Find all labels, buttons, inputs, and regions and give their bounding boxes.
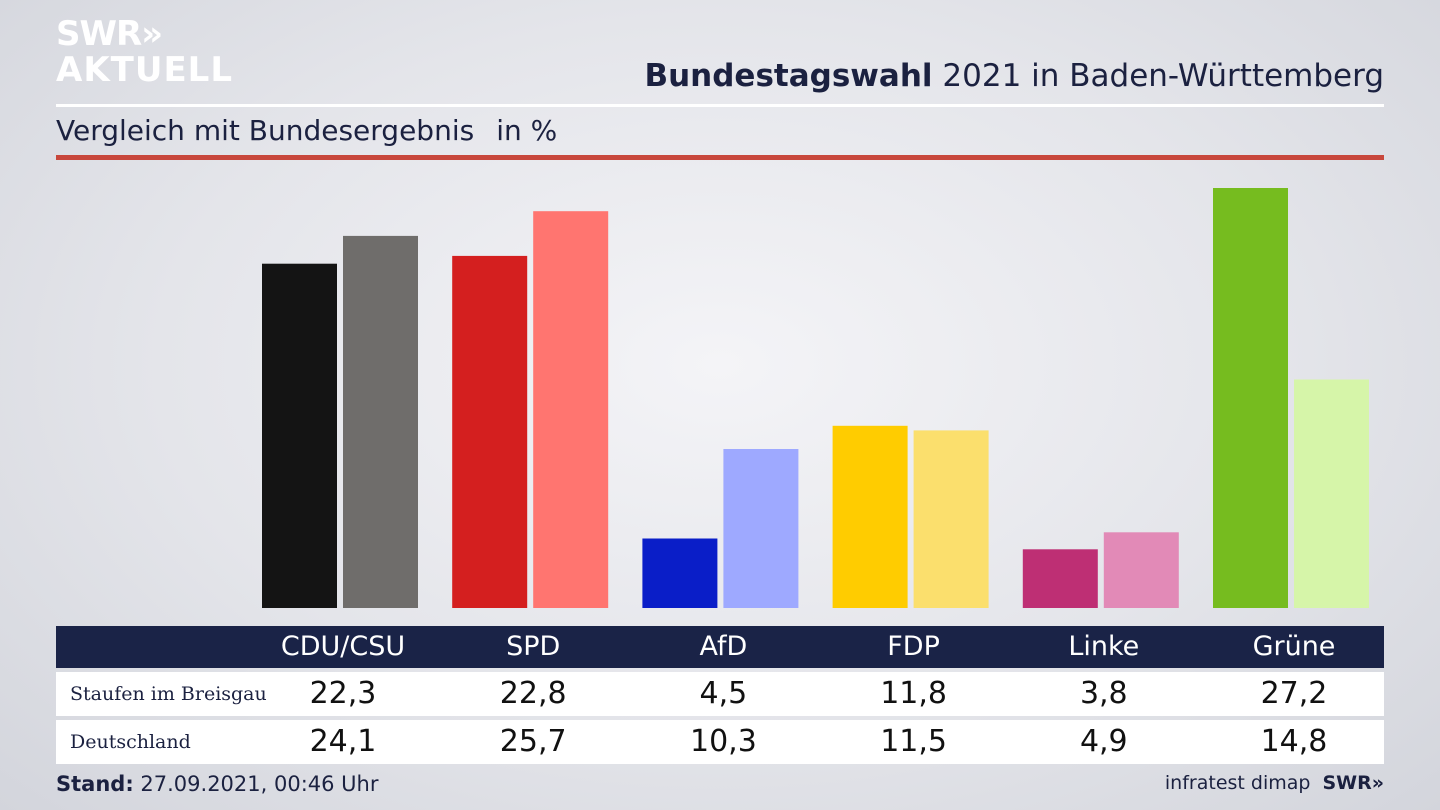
stand-value: 27.09.2021, 00:46 Uhr [133, 772, 379, 796]
chart-title-rest: 2021 in Baden-Württemberg [932, 58, 1384, 94]
bar-gr-ne-national [1294, 379, 1369, 608]
column-header: Linke [1068, 631, 1140, 662]
chart-unit: in % [496, 114, 558, 147]
chart-title: Bundestagswahl 2021 in Baden-Württemberg [644, 58, 1384, 94]
bar-fdp-national [913, 430, 989, 608]
value-cell: 27,2 [1260, 676, 1328, 711]
column-header: FDP [887, 631, 940, 662]
column-header: Grüne [1252, 631, 1336, 662]
chart-subtitle: Vergleich mit Bundesergebnis in % [56, 114, 557, 147]
swr-aktuell-logo: SWR» AKTUELL [56, 16, 233, 88]
bar-spd-region [452, 255, 528, 608]
value-cell: 3,8 [1079, 676, 1128, 711]
bar-linke-region [1022, 549, 1098, 608]
table-row: Deutschland 24,1 25,7 10,3 11,5 4,9 14,8 [56, 720, 1384, 764]
bar-afd-national [723, 449, 799, 608]
results-table: CDU/CSU SPD AfD FDP Linke Grüne Staufen im Br… [56, 626, 1384, 764]
bar-cdu-csu-national [343, 235, 418, 608]
title-divider [56, 104, 1384, 107]
bar-fdp-region [832, 425, 908, 608]
stand-label: Stand: [56, 772, 134, 796]
bar-gr-ne-region [1213, 188, 1288, 608]
value-cell: 22,3 [309, 676, 377, 711]
chart-title-bold: Bundestagswahl [644, 58, 933, 94]
value-cell: 4,5 [699, 676, 748, 711]
bar-afd-region [642, 538, 718, 608]
bar-cdu-csu-region [262, 263, 337, 608]
bar-spd-national [533, 211, 609, 608]
logo-line-1: SWR» [56, 14, 163, 54]
row-label: Deutschland [70, 731, 191, 753]
value-cell: 11,5 [880, 724, 947, 759]
column-header: CDU/CSU [280, 631, 406, 662]
row-label: Staufen im Breisgau [70, 683, 267, 705]
value-cell: 25,7 [499, 724, 567, 759]
accent-divider [56, 155, 1384, 160]
source-credit: infratest dimap SWR» [1165, 772, 1384, 794]
bar-linke-national [1103, 532, 1179, 608]
timestamp: Stand: 27.09.2021, 00:46 Uhr [56, 772, 379, 796]
swr-logo: SWR» [1322, 772, 1384, 794]
chart-subtitle-text: Vergleich mit Bundesergebnis [56, 114, 475, 147]
table-row: Staufen im Breisgau 22,3 22,8 4,5 11,8 3,8 27… [56, 672, 1384, 716]
value-cell: 4,9 [1079, 724, 1128, 759]
column-header: AfD [699, 631, 748, 662]
logo-line-2: AKTUELL [56, 50, 234, 90]
value-cell: 24,1 [309, 724, 377, 759]
value-cell: 14,8 [1260, 724, 1328, 759]
value-cell: 10,3 [689, 724, 757, 759]
source-name: infratest dimap [1164, 772, 1311, 794]
column-header: SPD [506, 631, 561, 662]
value-cell: 11,8 [880, 676, 947, 711]
value-cell: 22,8 [499, 676, 567, 711]
table-header: CDU/CSU SPD AfD FDP Linke Grüne [56, 626, 1384, 668]
